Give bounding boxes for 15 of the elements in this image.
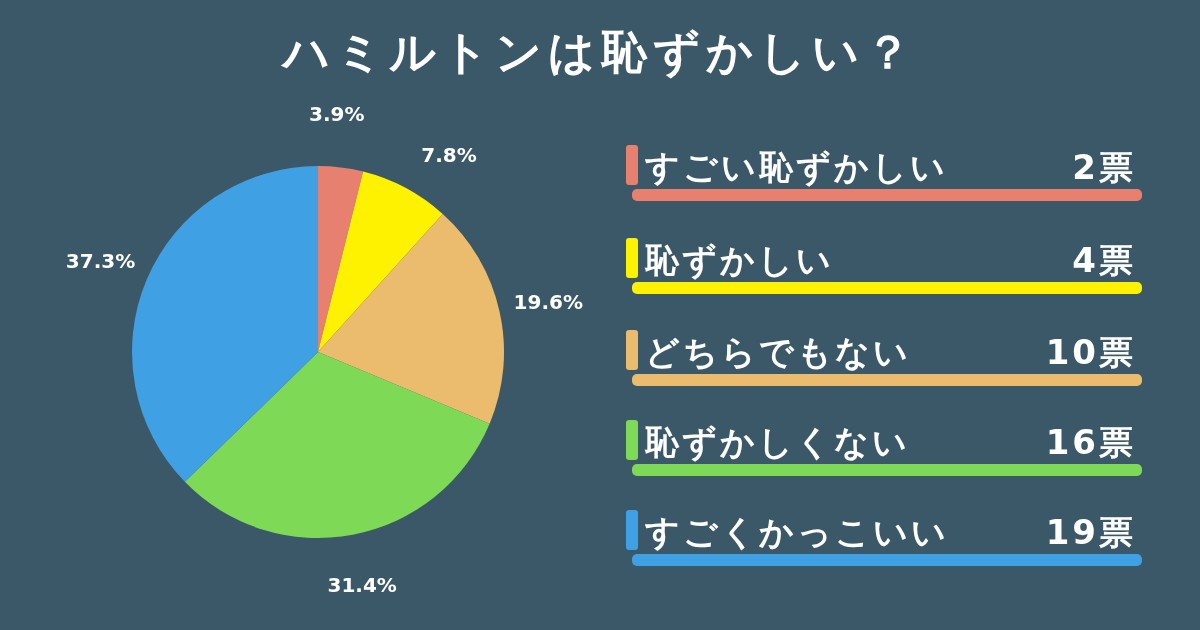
data-label: 37.3%	[65, 249, 136, 274]
pie-slice	[318, 214, 504, 424]
data-label: 3.9%	[309, 101, 365, 126]
data-label: 19.6%	[513, 289, 584, 314]
data-label: 7.8%	[421, 142, 477, 167]
text: 10票	[1045, 332, 1136, 372]
text: 19票	[1045, 512, 1136, 552]
text: 2票	[1072, 147, 1136, 187]
data-label: 31.4%	[327, 572, 397, 597]
text: 4票	[1072, 240, 1136, 280]
pie-slice	[184, 352, 490, 538]
chart-title: ハミルトンは恥ずかしい？	[280, 25, 917, 79]
pie-slice	[318, 166, 364, 352]
pie-slice	[318, 171, 443, 352]
text: 16票	[1045, 422, 1136, 462]
